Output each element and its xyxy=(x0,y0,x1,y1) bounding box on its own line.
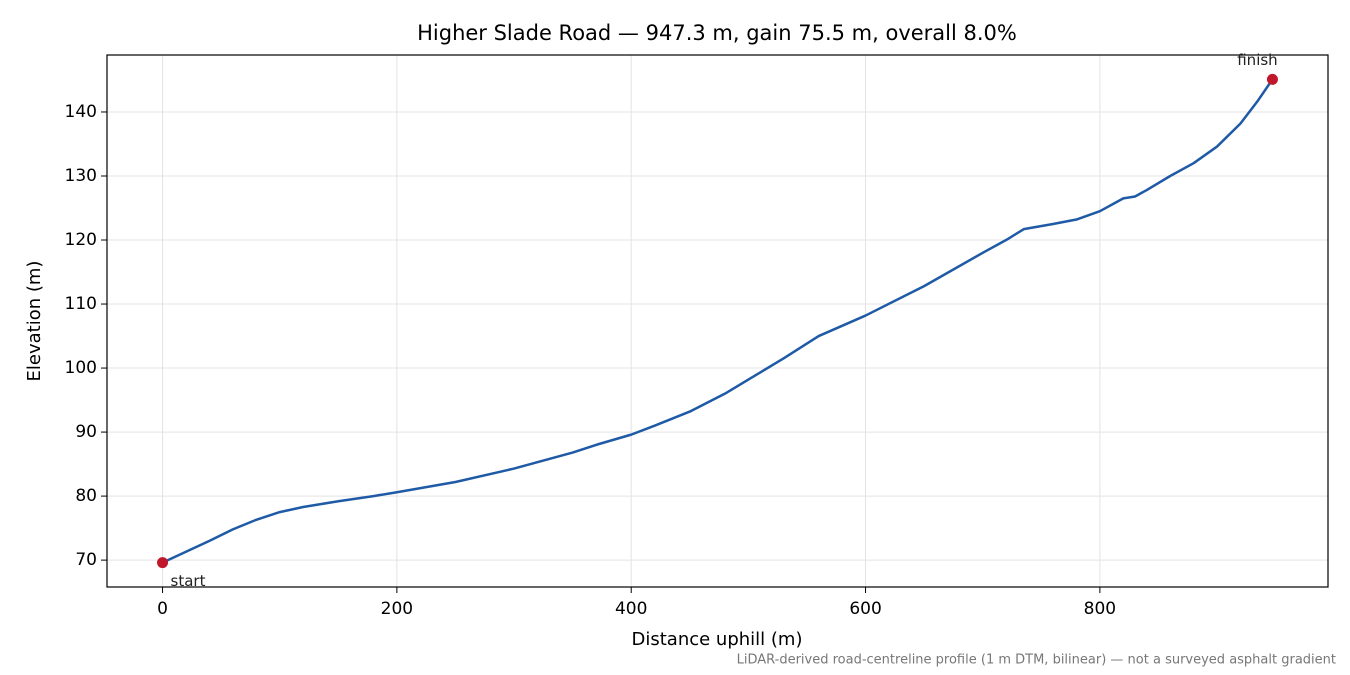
endpoint-label: finish xyxy=(1237,51,1277,69)
y-tick-label: 140 xyxy=(65,102,97,122)
x-tick-label: 600 xyxy=(849,599,881,619)
y-tick-label: 90 xyxy=(75,422,97,442)
x-tick-label: 800 xyxy=(1084,599,1116,619)
x-tick-label: 0 xyxy=(157,599,168,619)
y-tick-label: 110 xyxy=(65,294,97,314)
x-tick-label: 200 xyxy=(381,599,413,619)
elevation-line xyxy=(162,78,1274,564)
endpoint-label: start xyxy=(171,572,206,590)
y-axis-label: Elevation (m) xyxy=(24,261,45,382)
y-tick-label: 70 xyxy=(75,550,97,570)
endpoint-marker xyxy=(1266,73,1278,85)
y-tick-label: 130 xyxy=(65,166,97,186)
x-axis-label: Distance uphill (m) xyxy=(632,629,803,650)
endpoint-marker xyxy=(157,557,169,569)
y-tick-label: 100 xyxy=(65,358,97,378)
y-tick-label: 120 xyxy=(65,230,97,250)
chart-title: Higher Slade Road — 947.3 m, gain 75.5 m… xyxy=(417,21,1017,45)
x-tick-label: 400 xyxy=(615,599,647,619)
footnote: LiDAR-derived road-centreline profile (1… xyxy=(737,653,1336,668)
plot-frame xyxy=(106,54,1329,588)
y-tick-label: 80 xyxy=(75,486,97,506)
